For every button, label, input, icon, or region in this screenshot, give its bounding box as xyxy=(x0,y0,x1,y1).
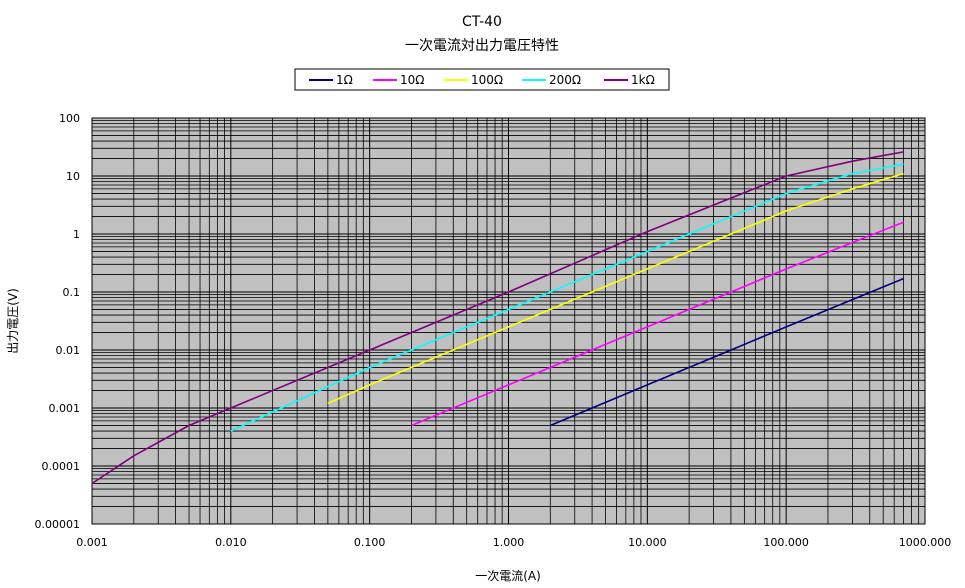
y-tick-label: 1 xyxy=(73,228,80,241)
series-line xyxy=(91,151,904,485)
y-tick-label: 10 xyxy=(66,170,80,183)
x-tick-label: 10.000 xyxy=(628,536,667,549)
legend-label: 1kΩ xyxy=(631,73,655,87)
x-tick-label: 1.000 xyxy=(493,536,525,549)
x-tick-label: 0.010 xyxy=(215,536,247,549)
series-line xyxy=(411,221,904,427)
legend-label: 100Ω xyxy=(471,73,503,87)
series-layer xyxy=(91,151,904,485)
legend: 1Ω 10Ω 100Ω 200Ω 1kΩ xyxy=(294,68,670,91)
y-tick-label: 0.0001 xyxy=(42,460,81,473)
y-tick-label: 0.001 xyxy=(49,402,81,415)
y-tick-label: 0.01 xyxy=(56,344,81,357)
chart-subtitle: 一次電流対出力電圧特性 xyxy=(405,38,559,54)
x-tick-label: 0.100 xyxy=(354,536,386,549)
y-tick-label: 0.1 xyxy=(63,286,81,299)
legend-label: 10Ω xyxy=(400,73,424,87)
y-axis-label: 出力電圧(V) xyxy=(6,288,20,354)
series-line xyxy=(327,172,904,405)
x-tick-label: 100.000 xyxy=(763,536,809,549)
y-axis-ticks: 0.00001 0.0001 0.001 0.01 0.1 1 10 100 xyxy=(35,112,81,531)
x-axis-label: 一次電流(A) xyxy=(475,569,541,583)
x-axis-ticks: 0.001 0.010 0.100 1.000 10.000 100.000 1000.00… xyxy=(76,536,951,549)
series-line xyxy=(549,277,904,427)
x-tick-label: 1000.000 xyxy=(899,536,952,549)
grid xyxy=(91,118,925,525)
y-tick-label: 100 xyxy=(59,112,80,125)
legend-box xyxy=(294,68,670,91)
chart-title: CT-40 xyxy=(462,14,502,30)
x-tick-label: 0.001 xyxy=(76,536,108,549)
legend-label: 1Ω xyxy=(336,73,353,87)
legend-label: 200Ω xyxy=(549,73,581,87)
y-tick-label: 0.00001 xyxy=(35,518,81,531)
series-line xyxy=(230,163,904,432)
